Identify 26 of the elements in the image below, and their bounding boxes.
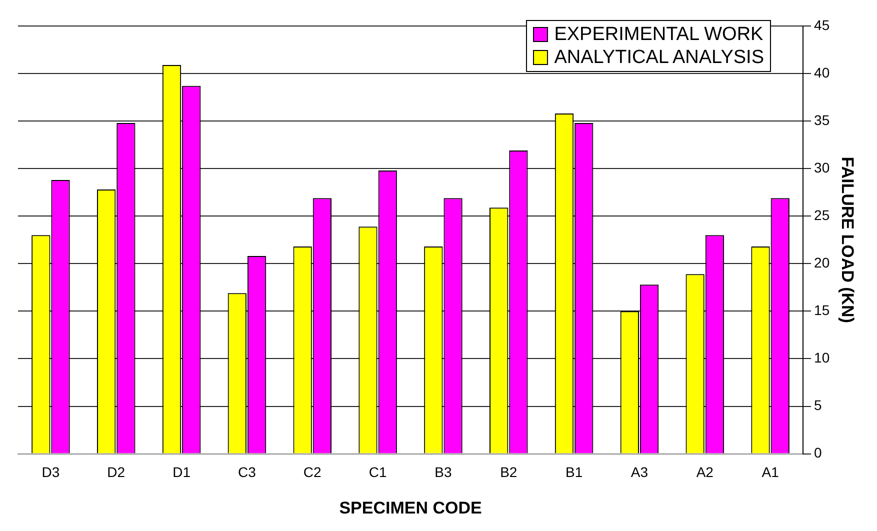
y-axis-title: FAILURE LOAD (KN) (838, 156, 858, 324)
y-tick-label: 25 (814, 206, 830, 223)
legend-label: ANALYTICAL ANALYSIS (554, 46, 764, 69)
y-tick-label: 15 (814, 302, 830, 318)
x-tick-label: A2 (696, 464, 714, 480)
y-tick-label: 45 (814, 16, 830, 33)
x-tick-label: D1 (172, 464, 191, 480)
x-tick-label: D2 (107, 464, 126, 480)
x-tick-label: B2 (500, 464, 518, 480)
x-tick-label: A3 (630, 464, 648, 480)
y-tick-label: 40 (814, 64, 830, 80)
x-tick-label: C1 (368, 464, 387, 480)
y-tick-label: 30 (814, 159, 830, 176)
x-tick-label: B3 (434, 464, 452, 480)
x-tick-label: B1 (566, 464, 583, 480)
x-tick-label: D3 (42, 464, 60, 480)
y-tick-label: 5 (814, 397, 822, 414)
legend-label: EXPERIMENTAL WORK (554, 23, 764, 46)
y-tick-label: 20 (814, 254, 830, 271)
x-tick-label: C3 (238, 464, 256, 480)
x-tick-label: C2 (303, 464, 322, 480)
y-tick-label: 35 (814, 112, 830, 128)
y-tick-label: 10 (814, 350, 830, 366)
x-tick-label: A1 (762, 464, 780, 480)
x-axis-title: SPECIMEN CODE (339, 498, 482, 518)
y-tick-label: 0 (814, 444, 822, 461)
